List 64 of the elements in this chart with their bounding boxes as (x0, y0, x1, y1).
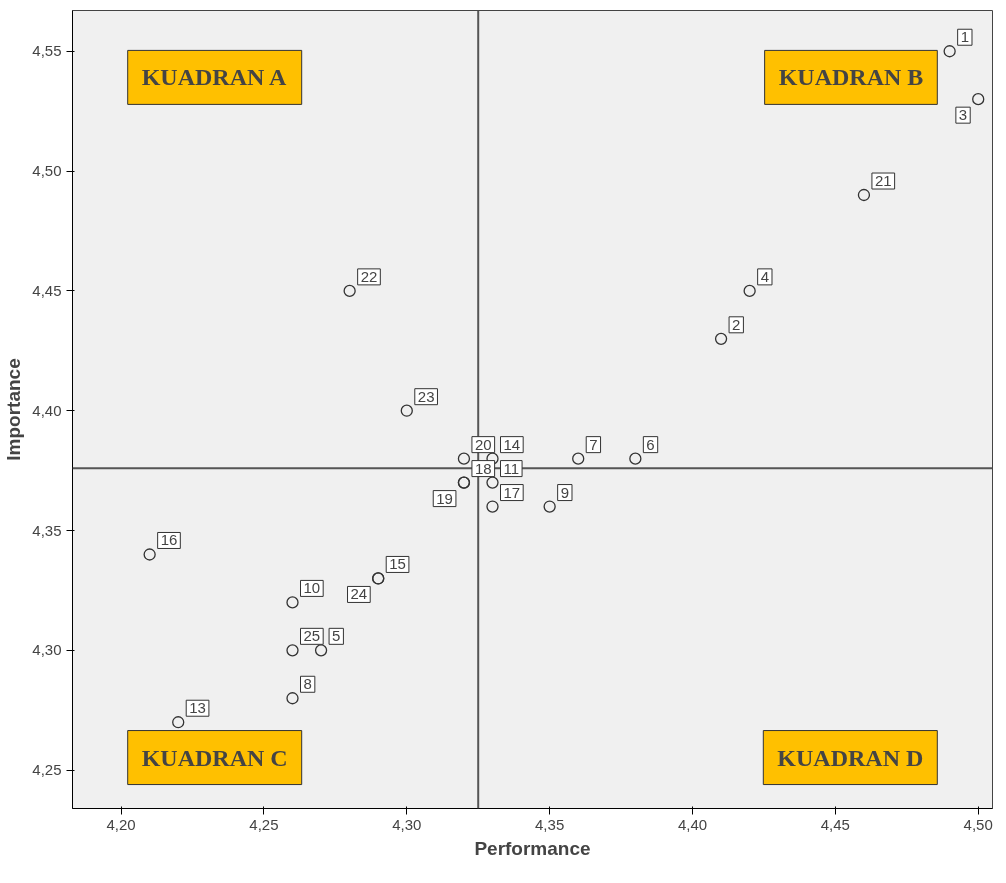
point (972, 93, 985, 106)
y-tick-label: 4,55 (32, 42, 62, 60)
point (143, 548, 156, 561)
point (629, 452, 642, 465)
annotation: 7 (589, 435, 598, 453)
annotation: 21 (874, 172, 892, 190)
annotation: 11 (503, 459, 520, 477)
point (714, 332, 728, 345)
annotation: 22 (360, 267, 378, 285)
point (486, 452, 499, 465)
annotation: 24 (350, 585, 368, 603)
annotation: 15 (389, 555, 406, 573)
annotation: 2 (732, 315, 741, 333)
annotation: 17 (503, 483, 521, 501)
annotation: 6 (646, 435, 655, 453)
annotation: 18 (474, 459, 492, 477)
y-tick-label: 4,30 (32, 641, 62, 659)
point (314, 644, 328, 657)
x-tick-label: 4,35 (535, 815, 565, 833)
point (543, 500, 556, 513)
annotation: KUADRAN D (777, 744, 924, 771)
y-tick-label: 4,35 (32, 521, 62, 539)
point (286, 596, 299, 609)
annotation: 14 (503, 435, 521, 453)
x-tick-label: 4,45 (820, 815, 850, 833)
annotation: KUADRAN C (141, 744, 288, 771)
point (172, 716, 185, 729)
annotation: 20 (474, 435, 492, 453)
y-axis-title: Importance (3, 358, 25, 461)
annotation: 1 (960, 28, 969, 46)
point (457, 452, 471, 465)
annotation: KUADRAN A (141, 64, 288, 91)
point (943, 45, 956, 58)
x-tick-label: 4,30 (392, 815, 422, 833)
x-tick-label: 4,25 (249, 815, 279, 833)
annotation: 8 (303, 675, 312, 693)
annotation: 13 (189, 699, 206, 717)
annotation: 4 (760, 267, 769, 285)
y-tick-label: 4,25 (32, 761, 62, 779)
annotation: 25 (303, 627, 321, 645)
y-tick-label: 4,45 (32, 281, 62, 299)
point (486, 476, 499, 489)
x-tick-label: 4,20 (106, 815, 136, 833)
annotation: 9 (560, 483, 569, 501)
annotation: 23 (417, 387, 435, 405)
annotation: 5 (332, 627, 341, 645)
point (486, 500, 499, 513)
point (857, 188, 871, 202)
x-tick-label: 4,50 (963, 815, 993, 833)
point (743, 284, 756, 298)
annotation: KUADRAN B (778, 64, 924, 91)
point (343, 284, 356, 298)
point (572, 452, 585, 465)
point (400, 404, 413, 417)
x-axis-title: Performance (474, 837, 591, 859)
x-tick-label: 4,40 (677, 815, 708, 833)
y-tick-label: 4,50 (32, 162, 62, 180)
y-tick-label: 4,40 (32, 401, 62, 419)
annotation: 16 (160, 531, 178, 549)
annotation: 3 (958, 106, 968, 124)
point (286, 692, 299, 705)
annotation: 10 (303, 579, 321, 597)
point (286, 644, 299, 657)
annotation: 19 (436, 489, 453, 507)
